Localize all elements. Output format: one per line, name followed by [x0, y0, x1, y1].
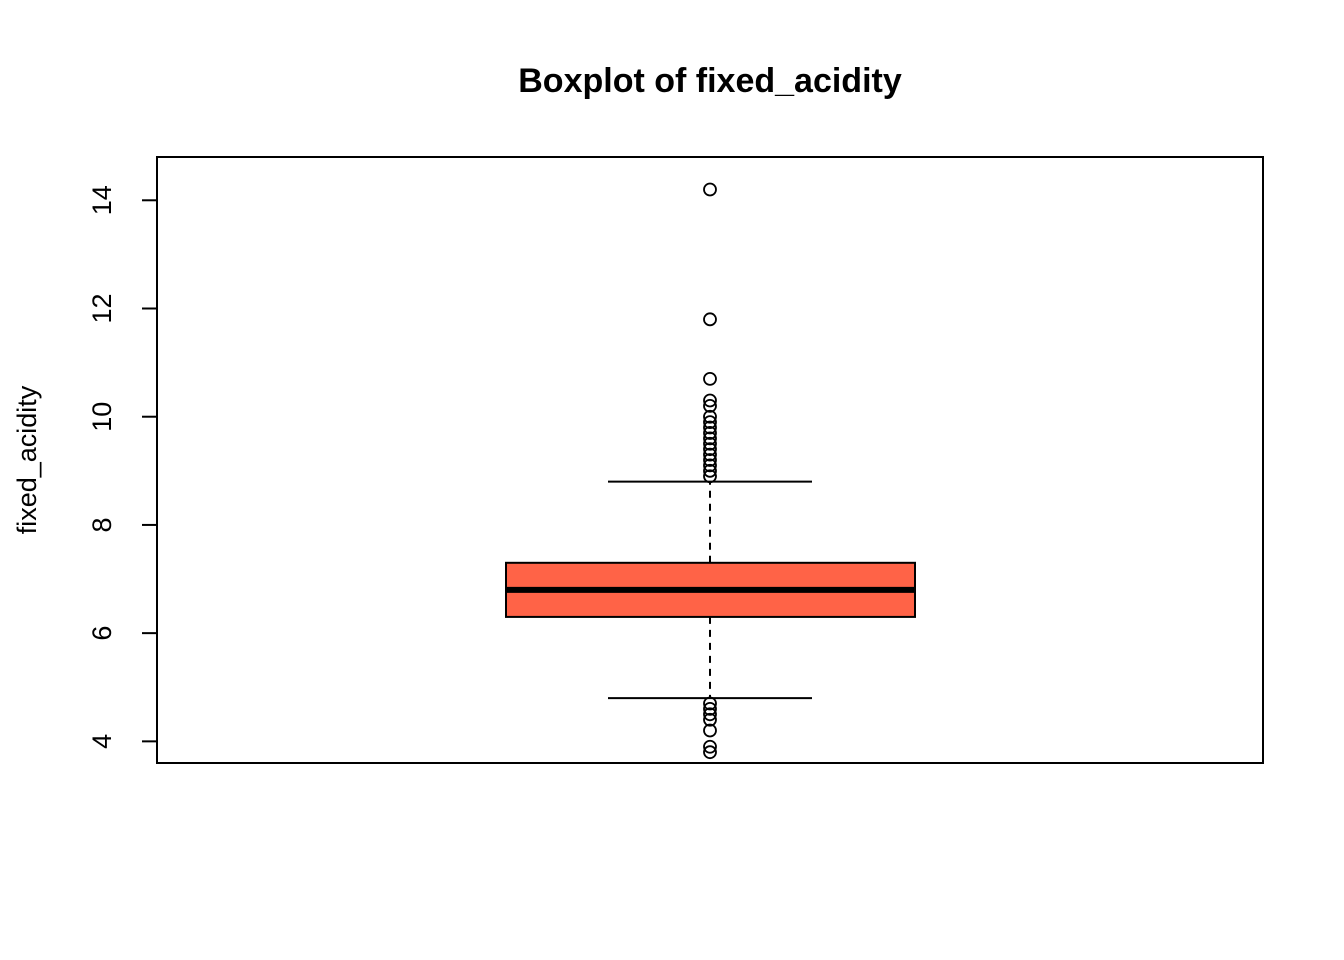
- outlier-point: [703, 447, 717, 462]
- y-axis: 4 6 8 10 12 14: [87, 185, 158, 749]
- outlier-point: [703, 739, 717, 754]
- y-tick-label: 6: [87, 626, 117, 641]
- y-tick-label: 10: [87, 402, 117, 432]
- y-tick-label: 4: [87, 734, 117, 749]
- outlier-point: [703, 426, 717, 440]
- outlier-point: [703, 415, 717, 430]
- y-tick-label: 14: [87, 185, 117, 215]
- outlier-point: [703, 453, 717, 467]
- outlier-point: [703, 420, 717, 435]
- outlier-point: [703, 696, 717, 711]
- outlier-point: [703, 312, 717, 327]
- outlier-point: [703, 469, 717, 484]
- outlier-point: [703, 723, 717, 738]
- outlier-point: [703, 463, 717, 478]
- outlier-point: [703, 371, 717, 386]
- outlier-point: [703, 707, 717, 722]
- boxplot: [505, 480, 916, 700]
- outlier-point: [703, 745, 717, 760]
- outlier-point: [703, 436, 717, 451]
- outlier-point: [703, 182, 717, 197]
- outlier-point: [703, 458, 717, 473]
- outlier-point: [703, 712, 717, 727]
- outlier-point: [703, 393, 717, 408]
- y-tick-label: 12: [87, 293, 117, 323]
- chart-title: Boxplot of fixed_acidity: [518, 62, 902, 100]
- outlier-point: [703, 701, 717, 716]
- outlier-point: [703, 398, 717, 413]
- outlier-point: [703, 442, 717, 457]
- y-axis-label: fixed_acidity: [12, 385, 42, 534]
- outlier-point: [703, 431, 717, 446]
- outlier-point: [703, 409, 717, 424]
- y-tick-label: 8: [87, 517, 117, 532]
- outlier-points: [703, 182, 717, 760]
